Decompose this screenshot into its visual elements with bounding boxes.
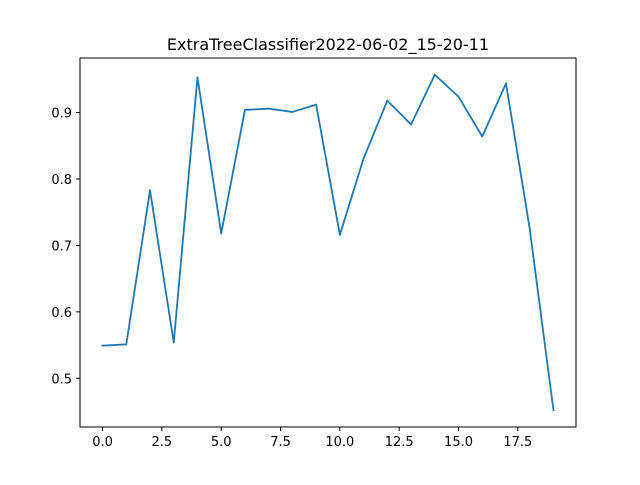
series-line	[101, 73, 555, 412]
data-point	[125, 343, 128, 346]
chart-title: ExtraTreeClassifier2022-06-02_15-20-11	[167, 35, 489, 55]
data-point	[149, 189, 151, 192]
data-point	[172, 341, 175, 344]
x-tick-label: 12.5	[385, 435, 414, 450]
data-point	[552, 409, 555, 412]
data-point	[433, 73, 436, 76]
data-point	[338, 233, 341, 236]
plot-frame	[79, 57, 577, 428]
x-axis-ticks: 0.0 2.5 5.0 7.5 10.0 12.5 15.0 17.5	[92, 427, 532, 450]
data-point	[410, 123, 412, 126]
x-tick-label: 15.0	[444, 435, 473, 450]
data-point	[457, 95, 460, 98]
y-tick-label: 0.8	[51, 173, 72, 188]
data-point	[220, 232, 223, 235]
x-tick-label: 2.5	[152, 435, 173, 450]
x-tick-label: 7.5	[270, 435, 291, 450]
x-tick-label: 17.5	[503, 435, 532, 450]
data-point	[291, 111, 294, 113]
data-point	[244, 109, 246, 111]
y-axis-ticks: 0.5 0.6 0.7 0.8 0.9	[51, 107, 80, 387]
data-point	[362, 157, 365, 160]
x-tick-label: 0.0	[92, 435, 113, 450]
data-point	[267, 107, 270, 110]
data-point	[101, 344, 104, 347]
y-tick-label: 0.6	[51, 306, 72, 321]
y-tick-label: 0.9	[51, 107, 72, 122]
x-tick-label: 10.0	[325, 435, 354, 450]
data-point	[505, 82, 507, 85]
data-point	[196, 76, 199, 79]
data-point	[481, 135, 484, 138]
data-point	[528, 227, 531, 230]
x-tick-label: 5.0	[211, 435, 232, 450]
series-layer	[101, 73, 555, 412]
data-point	[315, 103, 318, 106]
y-tick-label: 0.7	[51, 239, 72, 254]
y-tick-label: 0.5	[51, 372, 72, 387]
data-point	[386, 99, 389, 102]
